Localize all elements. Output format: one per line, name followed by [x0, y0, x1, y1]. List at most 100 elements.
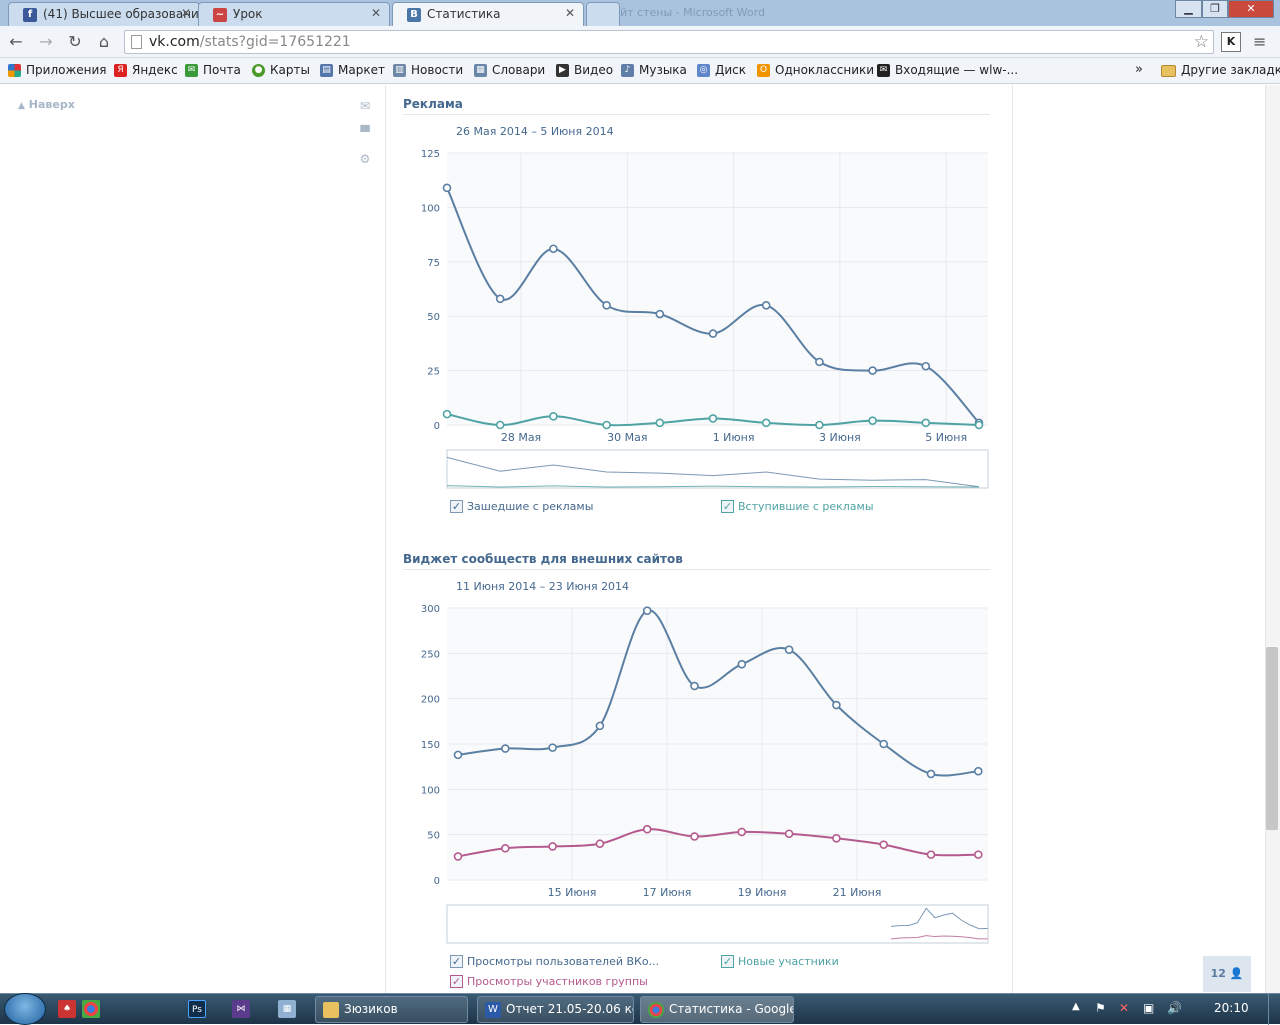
stats-content: Реклама 26 Мая 2014 – 5 Июня 2014 125 100…: [385, 85, 1013, 993]
tab-close-icon[interactable]: ✕: [370, 6, 381, 20]
show-desktop-button[interactable]: [1268, 994, 1280, 1025]
bookmark-video[interactable]: ▶ Видео: [556, 63, 613, 77]
taskbar-window-chrome[interactable]: Статистика - Google...: [640, 996, 794, 1023]
reload-icon[interactable]: ↻: [68, 32, 82, 51]
news-icon: ▥: [393, 64, 406, 77]
scroll-up-button[interactable]: ▲ Наверх: [18, 98, 75, 111]
show-hidden-icons-icon[interactable]: ▲: [1072, 1001, 1080, 1012]
data-point: [868, 416, 877, 425]
data-point: [815, 420, 824, 430]
new-tab-button[interactable]: [586, 2, 620, 26]
bookmark-market[interactable]: ▤ Маркет: [320, 63, 385, 77]
volume-icon[interactable]: 🔊: [1167, 1001, 1182, 1015]
y-tick-label: 250: [421, 649, 440, 660]
bookmark-maps[interactable]: ● Карты: [252, 63, 310, 77]
legend-checkbox-widget-new-members[interactable]: ✓ Новые участники: [721, 955, 839, 968]
data-point: [921, 361, 931, 371]
other-bookmarks-folder[interactable]: Другие закладки: [1161, 63, 1280, 77]
scrollbar-track[interactable]: [1265, 85, 1280, 993]
photoshop-icon[interactable]: Ps: [188, 1000, 206, 1018]
data-point: [453, 750, 463, 760]
taskbar-window-folder[interactable]: Зюзиков: [315, 996, 468, 1023]
section-title-widget: Виджет сообществ для внешних сайтов: [403, 552, 990, 570]
date-range-ads[interactable]: 26 Мая 2014 – 5 Июня 2014: [456, 125, 614, 138]
calculator-icon[interactable]: ▦: [278, 1000, 296, 1018]
data-point: [708, 329, 718, 338]
apps-icon: [8, 64, 21, 77]
disk-icon: ◎: [697, 64, 710, 77]
bookmark-yandex[interactable]: Я Яндекс: [114, 63, 178, 77]
menu-icon[interactable]: ≡: [1253, 32, 1267, 51]
y-tick-label: 0: [434, 876, 440, 887]
device-icon[interactable]: ▣: [1143, 1001, 1155, 1015]
data-point: [549, 244, 558, 254]
bookmark-news[interactable]: ▥ Новости: [393, 63, 463, 77]
comment-icon[interactable]: ▀: [360, 125, 370, 139]
tab-close-icon[interactable]: ✕: [564, 6, 575, 20]
extension-icon[interactable]: K: [1221, 32, 1241, 52]
up-arrow-icon: ▲: [18, 101, 25, 111]
x-tick-label: 5 Июня: [925, 431, 967, 444]
bookmark-dictionary[interactable]: ▦ Словари: [474, 63, 545, 77]
clock[interactable]: 20:10: [1214, 1001, 1249, 1015]
y-tick-label: 300: [421, 604, 440, 615]
bookmark-mail[interactable]: ✉ Почта: [185, 63, 241, 77]
navigator-series-line: [446, 456, 980, 488]
back-arrow-icon[interactable]: ←: [9, 32, 23, 51]
date-range-widget[interactable]: 11 Июня 2014 – 23 Июня 2014: [456, 580, 630, 593]
tab-statistics[interactable]: B Статистика ✕: [392, 2, 584, 26]
minimize-button[interactable]: ▁: [1175, 0, 1202, 18]
bookmark-inbox[interactable]: ✉ Входящие — wlw-...: [877, 63, 1018, 77]
x-tick-label: 19 Июня: [738, 886, 787, 899]
tab-lesson[interactable]: ~ Урок ✕: [198, 2, 390, 26]
legend-checkbox-widget-member-views[interactable]: ✓ Просмотры участников группы: [450, 975, 648, 988]
navigator-panel: [446, 449, 989, 489]
url-host: vk.com: [149, 34, 200, 50]
maximize-button[interactable]: ❐: [1202, 0, 1228, 18]
bookmarks-bar: Приложения Я Яндекс ✉ Почта ● Карты ▤ Маркет…: [0, 58, 1280, 84]
legend-checkbox-ads-visitors[interactable]: ✓ Зашедшие с рекламы: [450, 500, 594, 513]
network-disconnected-icon[interactable]: ✕: [1119, 1001, 1130, 1015]
bookmark-odnoklassniki[interactable]: O Одноклассники: [757, 63, 874, 77]
data-point: [926, 850, 936, 859]
y-tick-label: 25: [427, 367, 440, 378]
address-bar[interactable]: vk.com/stats?gid=17651221 ☆: [124, 30, 1214, 54]
visual-studio-icon[interactable]: ⋈: [232, 1000, 250, 1018]
legend-checkbox-ads-joined[interactable]: ✓ Вступившие с рекламы: [721, 500, 874, 513]
scrollbar-thumb[interactable]: [1266, 647, 1278, 830]
x-tick-label: 3 Июня: [819, 431, 861, 444]
tab-close-icon[interactable]: ✕: [180, 6, 191, 20]
bookmark-star-icon[interactable]: ☆: [1193, 32, 1209, 52]
forward-arrow-icon[interactable]: →: [39, 32, 53, 51]
data-point: [832, 833, 841, 843]
start-button[interactable]: [4, 993, 46, 1025]
tab-label: (41) Высшее образовани: [43, 7, 199, 21]
tab-label: Статистика: [427, 7, 501, 21]
bookmark-disk[interactable]: ◎ Диск: [697, 63, 746, 77]
browser-tab-strip: f (41) Высшее образовани ✕ ~ Урок ✕ B Ст…: [0, 0, 1280, 26]
poker-icon[interactable]: ♠: [58, 1000, 76, 1018]
data-point: [761, 418, 771, 428]
tab-label: Урок: [233, 7, 263, 21]
close-window-button[interactable]: ✕: [1228, 0, 1274, 18]
messages-icon[interactable]: ✉: [359, 99, 371, 113]
bookmark-apps[interactable]: Приложения: [8, 63, 107, 77]
bookmarks-more-button[interactable]: »: [1135, 62, 1143, 77]
y-tick-label: 200: [421, 695, 440, 706]
background-window-title: йт стены - Microsoft Word: [620, 6, 765, 19]
chrome-quicklaunch-icon[interactable]: [82, 1000, 100, 1018]
friends-online-counter[interactable]: 12 👤: [1203, 956, 1251, 992]
y-tick-label: 50: [427, 831, 440, 842]
data-point: [690, 681, 699, 691]
settings-gear-icon[interactable]: ⚙: [359, 152, 371, 166]
tab-facebook[interactable]: f (41) Высшее образовани ✕: [8, 2, 200, 26]
market-icon: ▤: [320, 64, 333, 77]
bookmark-music[interactable]: ♪ Музыка: [621, 63, 687, 77]
chart-icon: ~: [213, 8, 227, 22]
legend-checkbox-widget-views[interactable]: ✓ Просмотры пользователей ВКо...: [450, 955, 660, 968]
x-tick-label: 21 Июня: [833, 886, 882, 899]
home-icon[interactable]: ⌂: [98, 32, 110, 51]
action-center-flag-icon[interactable]: ⚑: [1095, 1001, 1106, 1015]
